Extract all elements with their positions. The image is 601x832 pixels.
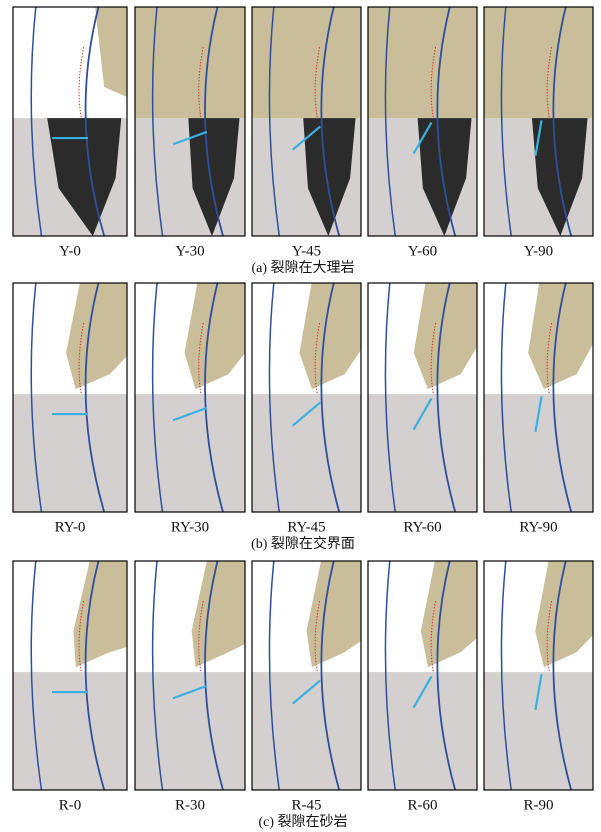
panel (13, 283, 127, 512)
row-caption: (c) 裂隙在砂岩 (258, 814, 347, 830)
panel (368, 283, 477, 512)
panel (252, 561, 361, 790)
panel (135, 283, 245, 512)
panel-label: RY-45 (287, 519, 325, 535)
panel-label: Y-30 (175, 243, 204, 259)
rock-upper (252, 7, 361, 118)
panel-label: R-30 (175, 797, 205, 813)
panel (484, 283, 593, 512)
rock-upper (484, 7, 593, 118)
lower-layer (135, 672, 245, 790)
panel (135, 7, 245, 236)
lower-layer (368, 394, 477, 512)
panel (135, 561, 245, 790)
panel-label: R-60 (408, 797, 438, 813)
lower-layer (252, 672, 361, 790)
panel-label: RY-30 (171, 519, 209, 535)
row-caption: (b) 裂隙在交界面 (251, 535, 355, 552)
panel-label: RY-0 (55, 519, 86, 535)
rock-upper (135, 7, 245, 118)
panel-label: R-0 (59, 797, 82, 813)
panel (484, 561, 593, 790)
panel (484, 7, 593, 236)
lower-layer (252, 394, 361, 512)
lower-layer (135, 394, 245, 512)
lower-layer (13, 394, 127, 512)
panel (13, 7, 127, 236)
panel-label: Y-90 (524, 243, 553, 259)
panel-label: Y-60 (408, 243, 437, 259)
panel-label: Y-0 (59, 243, 81, 259)
rock-upper (368, 7, 477, 118)
panel (252, 283, 361, 512)
panel-label: R-45 (292, 797, 322, 813)
panel (252, 7, 361, 236)
panel-label: Y-45 (292, 243, 321, 259)
panel (368, 7, 477, 236)
row-caption: (a) 裂隙在大理岩 (251, 260, 354, 276)
panel-label: RY-90 (519, 519, 557, 535)
figure: Y-0 Y-30 Y-45 Y-60 Y-90 (a) 裂隙在大理岩 RY-0 RY-30 RY… (0, 0, 601, 832)
panel-label: RY-60 (403, 519, 441, 535)
panel-label: R-90 (524, 797, 554, 813)
panel (13, 561, 127, 790)
lower-layer (368, 672, 477, 790)
lower-layer (13, 672, 127, 790)
panel (368, 561, 477, 790)
